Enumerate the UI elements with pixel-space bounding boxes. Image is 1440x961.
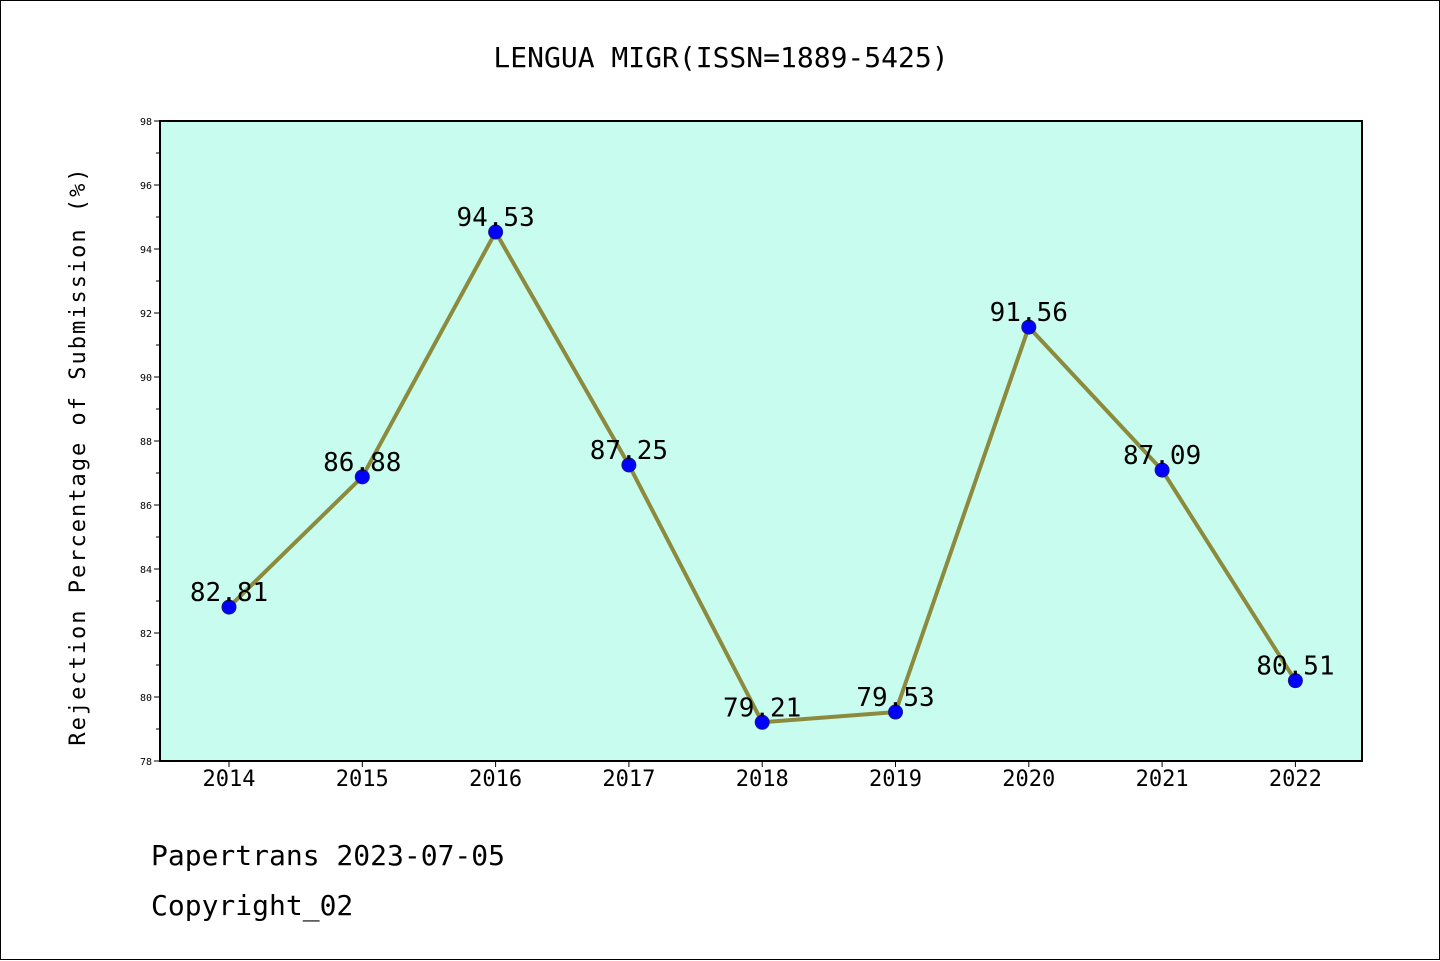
data-point bbox=[1021, 319, 1037, 335]
data-label: 79.53 bbox=[856, 683, 934, 713]
data-label: 87.25 bbox=[590, 436, 668, 466]
data-point bbox=[754, 714, 770, 730]
data-label: 80.51 bbox=[1256, 652, 1334, 682]
data-point bbox=[888, 704, 903, 720]
y-axis-ticks: 78 80 82 84 86 88 90 92 94 96 98 bbox=[140, 117, 160, 768]
data-markers bbox=[221, 224, 1303, 730]
x-tick-label: 2016 bbox=[469, 767, 522, 792]
footer-source: Papertrans 2023-07-05 bbox=[151, 839, 505, 872]
data-label: 82.81 bbox=[190, 578, 268, 608]
data-point bbox=[1287, 673, 1303, 689]
data-label: 91.56 bbox=[990, 298, 1068, 328]
y-tick-label: 88 bbox=[140, 437, 152, 448]
y-tick-label: 84 bbox=[140, 565, 152, 576]
chart-title: LENGUA MIGR(ISSN=1889-5425) bbox=[493, 41, 948, 74]
x-tick-label: 2020 bbox=[1002, 767, 1055, 792]
y-tick-label: 92 bbox=[140, 309, 152, 320]
x-tick-label: 2022 bbox=[1269, 767, 1322, 792]
data-point bbox=[1154, 462, 1170, 478]
x-tick-label: 2017 bbox=[602, 767, 655, 792]
data-point bbox=[354, 469, 370, 485]
y-tick-label: 90 bbox=[140, 373, 152, 384]
x-tick-label: 2018 bbox=[736, 767, 789, 792]
data-label: 94.53 bbox=[456, 203, 534, 233]
y-tick-label: 86 bbox=[140, 501, 152, 512]
data-label: 87.09 bbox=[1123, 441, 1201, 471]
x-axis-ticks: 2014 2015 2016 2017 2018 2019 2020 2021 2022 bbox=[203, 761, 1322, 792]
data-point bbox=[221, 599, 237, 615]
data-point bbox=[488, 224, 504, 240]
data-point bbox=[621, 457, 637, 473]
plot-area bbox=[159, 120, 1363, 762]
y-tick-label: 82 bbox=[140, 629, 152, 640]
x-tick-label: 2019 bbox=[869, 767, 922, 792]
y-tick-label: 96 bbox=[140, 181, 152, 192]
y-axis-label: Rejection Percentage of Submission (%) bbox=[66, 166, 91, 745]
y-tick-label: 80 bbox=[140, 693, 152, 704]
x-tick-label: 2021 bbox=[1136, 767, 1189, 792]
y-tick-label: 94 bbox=[140, 245, 152, 256]
data-labels: 82.81 86.88 94.53 87.25 79.21 79.53 91.56 87.09… bbox=[190, 203, 1335, 723]
data-label: 79.21 bbox=[723, 693, 801, 723]
y-tick-label: 98 bbox=[140, 117, 152, 128]
footer-copyright: Copyright_02 bbox=[151, 889, 353, 923]
x-tick-label: 2014 bbox=[203, 767, 256, 792]
data-label: 86.88 bbox=[323, 448, 401, 478]
x-tick-label: 2015 bbox=[336, 767, 389, 792]
y-tick-label: 78 bbox=[140, 757, 152, 768]
